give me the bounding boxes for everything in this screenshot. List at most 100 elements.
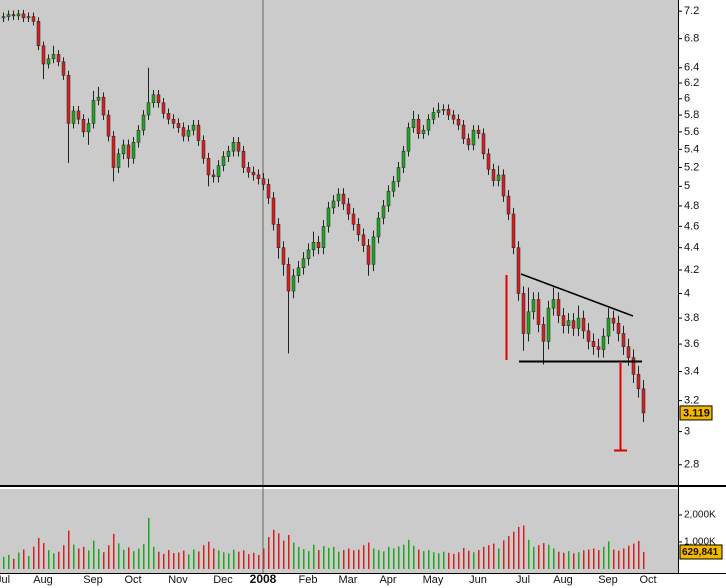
candle-body — [201, 140, 206, 159]
volume-bar — [543, 543, 545, 569]
candle-body — [46, 58, 51, 65]
candle-body — [576, 317, 581, 329]
y-tick-label: 5 — [684, 180, 690, 192]
candle-body — [26, 16, 31, 19]
y-tick-label: 5.8 — [684, 109, 699, 121]
candle-body — [516, 247, 521, 294]
volume-bar — [163, 553, 165, 569]
volume-bar — [263, 548, 265, 569]
candle-body — [76, 110, 81, 120]
volume-bar — [468, 550, 470, 569]
volume-bar — [423, 551, 425, 569]
volume-bar — [618, 550, 620, 569]
volume-bar — [388, 546, 390, 569]
volume-bar — [553, 548, 555, 569]
candle-body — [571, 320, 576, 329]
volume-bar — [148, 517, 150, 569]
candle-body — [81, 118, 86, 133]
volume-bar — [328, 547, 330, 569]
volume-bar — [578, 552, 580, 569]
resistance-trendline — [520, 273, 634, 317]
candle-body — [541, 324, 546, 342]
volume-bar — [83, 546, 85, 569]
volume-bar — [78, 548, 80, 569]
candle-body — [36, 21, 41, 47]
x-tick-label: Sep — [598, 574, 618, 586]
candle-body — [401, 150, 406, 168]
x-tick-label: Mar — [339, 574, 358, 586]
volume-tag-box — [679, 544, 723, 560]
candle-body — [286, 264, 291, 292]
volume-bar — [458, 552, 460, 569]
candle-body — [66, 75, 71, 124]
volume-bar — [133, 551, 135, 569]
volume-bar — [18, 552, 20, 569]
candle-body — [381, 205, 386, 219]
candle-body — [356, 224, 361, 236]
candle-body — [186, 129, 191, 137]
volume-bar — [443, 551, 445, 569]
candle-body — [366, 245, 371, 265]
volume-bar — [58, 551, 60, 569]
candle-body — [161, 102, 166, 114]
candle-body — [126, 144, 131, 159]
candle-body — [341, 193, 346, 205]
y-tick-label: 6.2 — [684, 77, 699, 89]
price-panel — [0, 0, 678, 485]
candle-body — [141, 114, 146, 131]
candle-body — [6, 14, 11, 17]
candle-body — [416, 118, 421, 134]
candle-body — [426, 118, 431, 131]
volume-bar — [358, 549, 360, 569]
drawings — [505, 273, 642, 452]
volume-bar — [28, 556, 30, 569]
candle-body — [111, 135, 116, 168]
volume-tick-label: 1,000K — [684, 537, 716, 548]
volume-bar — [448, 552, 450, 569]
candle-body — [531, 299, 536, 313]
candle-body — [386, 190, 391, 207]
volume-tick-label: 2,000K — [684, 510, 716, 521]
candle-body — [291, 275, 296, 292]
volume-bar — [68, 530, 70, 569]
candle-body — [521, 293, 526, 334]
candle-body — [181, 127, 186, 137]
y-tick-label: 5.6 — [684, 126, 699, 138]
volume-bar — [253, 552, 255, 569]
volume-bar — [233, 549, 235, 569]
volume-bar — [98, 549, 100, 569]
volume-bar — [383, 551, 385, 569]
volume-bar — [228, 553, 230, 569]
volume-bar — [478, 550, 480, 569]
volume-bar — [13, 558, 15, 569]
volume-bar — [503, 540, 505, 569]
price-tag-box — [679, 405, 713, 421]
volume-bar — [313, 544, 315, 569]
volume-bar — [348, 548, 350, 569]
candle-body — [91, 100, 96, 124]
volume-bar — [303, 549, 305, 569]
x-tick-label: Jul — [516, 574, 530, 586]
candle-body — [156, 94, 161, 104]
x-tick-label: Dec — [213, 574, 233, 586]
candle-body — [336, 193, 341, 202]
volume-bar — [538, 545, 540, 569]
candle-body — [101, 96, 106, 116]
volume-bar — [533, 546, 535, 569]
volume-bar — [483, 546, 485, 569]
volume-bar — [138, 548, 140, 569]
volume-bar — [308, 551, 310, 569]
candle-body — [591, 341, 596, 347]
y-tick-label: 3 — [684, 426, 690, 438]
candle-body — [486, 153, 491, 170]
volume-bar — [633, 543, 635, 569]
volume-bar — [8, 554, 10, 569]
volume-bar — [513, 531, 515, 569]
volume-bar — [523, 525, 525, 569]
volume-bar — [318, 550, 320, 569]
volume-bar — [168, 550, 170, 569]
volume-bar — [173, 553, 175, 569]
volume-bar — [378, 550, 380, 569]
candle-body — [606, 317, 611, 337]
candle-body — [96, 96, 101, 101]
